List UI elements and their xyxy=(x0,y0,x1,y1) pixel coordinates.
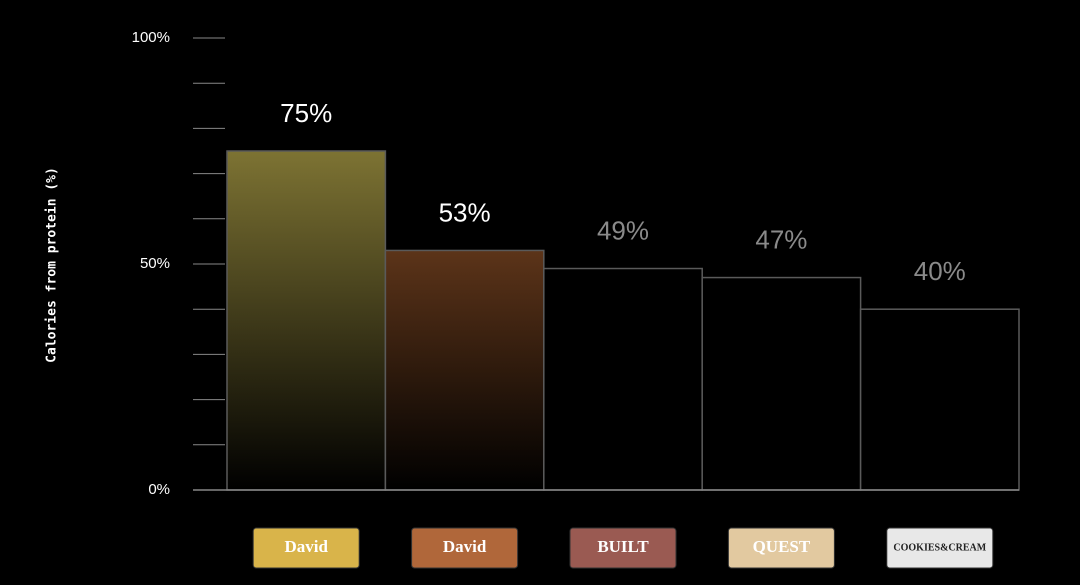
bar xyxy=(859,308,1020,491)
y-axis-title: Calories from protein (%) xyxy=(45,167,60,363)
product-wrapper xyxy=(886,527,994,569)
bar xyxy=(701,276,862,491)
x-tick-label: David xyxy=(443,537,487,556)
y-tick-label: 0% xyxy=(148,481,170,498)
x-tick-label: David xyxy=(284,537,328,556)
bar xyxy=(543,267,703,491)
bar xyxy=(226,150,387,491)
value-label: 49% xyxy=(597,215,649,245)
product-wrapper xyxy=(252,527,360,569)
y-tick-label: 50% xyxy=(140,255,170,272)
product-wrapper xyxy=(727,527,835,569)
product-wrapper xyxy=(411,527,519,569)
x-tick-label: COOKIES&CREAM xyxy=(893,542,986,553)
product-wrapper xyxy=(569,527,677,569)
x-tick-label: BUILT xyxy=(597,537,649,556)
value-label: 47% xyxy=(755,224,807,254)
y-tick-label: 100% xyxy=(132,29,170,46)
x-tick-label: QUEST xyxy=(753,537,811,556)
bar xyxy=(384,249,545,491)
value-label: 75% xyxy=(280,98,332,128)
value-label: 53% xyxy=(439,197,491,227)
value-label: 40% xyxy=(914,256,966,286)
